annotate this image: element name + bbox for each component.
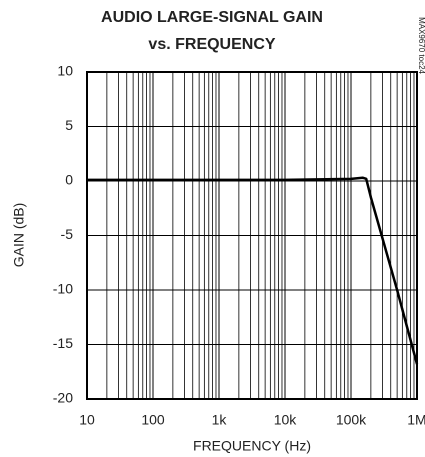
y-axis-label: GAIN (dB) <box>11 203 27 268</box>
y-tick-label: -15 <box>53 335 73 351</box>
x-tick-label: 100 <box>141 412 165 428</box>
y-tick-label: 10 <box>57 63 73 79</box>
chart-title: AUDIO LARGE-SIGNAL GAIN <box>101 9 323 26</box>
y-tick-label: -10 <box>53 281 73 297</box>
x-tick-label: 10k <box>274 412 298 428</box>
x-axis-label: FREQUENCY (Hz) <box>193 438 311 454</box>
y-tick-label: -20 <box>53 390 73 406</box>
x-tick-label: 10 <box>79 412 95 428</box>
y-tick-label: 0 <box>65 172 73 188</box>
y-tick-label: 5 <box>65 117 73 133</box>
x-tick-label: 1k <box>212 412 228 428</box>
data-line <box>87 176 419 365</box>
annotation: MAX9670 toc24 <box>417 17 425 74</box>
plot-frame <box>86 71 418 400</box>
x-tick-label: 1M <box>407 412 425 428</box>
y-tick-label: -5 <box>61 226 74 242</box>
chart-title: vs. FREQUENCY <box>148 36 275 53</box>
x-tick-label: 100k <box>336 412 367 428</box>
